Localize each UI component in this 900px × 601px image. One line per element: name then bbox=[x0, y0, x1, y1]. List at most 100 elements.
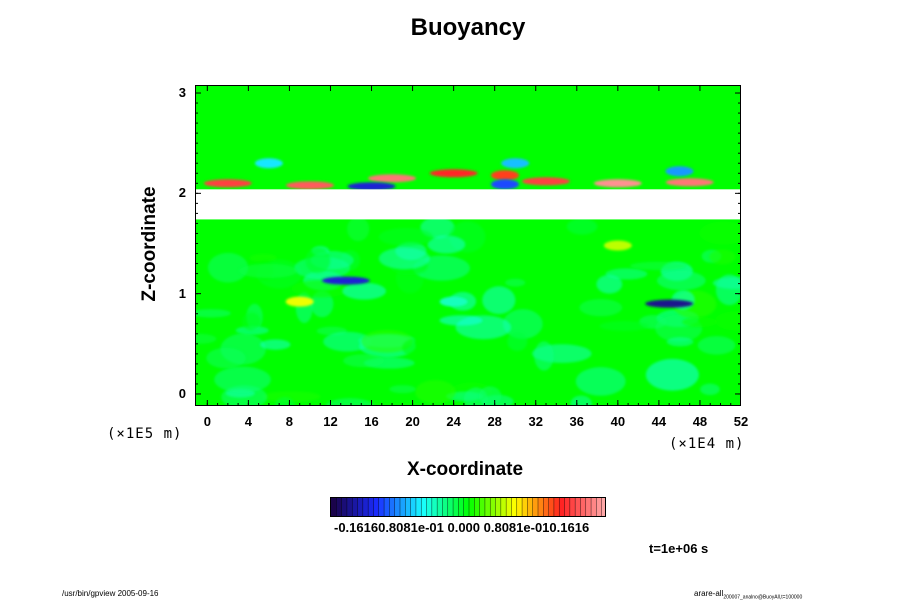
colorbar-cell bbox=[596, 498, 602, 516]
y-tick-label: 2 bbox=[178, 185, 186, 201]
heatmap-plot bbox=[195, 85, 741, 406]
x-tick-label: 28 bbox=[487, 414, 502, 429]
texture-patch bbox=[415, 380, 456, 404]
colorbar-cell bbox=[564, 498, 571, 516]
colorbar-cell bbox=[400, 498, 406, 516]
colorbar-cell bbox=[575, 498, 581, 516]
x-tick-label: 4 bbox=[244, 414, 252, 429]
colorbar-cell bbox=[591, 498, 597, 516]
colorbar-cell bbox=[495, 498, 502, 516]
colorbar-cell bbox=[415, 498, 422, 516]
buoyancy-feature bbox=[368, 174, 417, 183]
buoyancy-feature bbox=[522, 177, 570, 186]
buoyancy-features bbox=[203, 158, 714, 308]
buoyancy-feature bbox=[203, 179, 252, 188]
colorbar-cell bbox=[362, 498, 369, 516]
texture-patch bbox=[378, 227, 433, 246]
texture-patch bbox=[291, 280, 350, 298]
colorbar-cell bbox=[559, 498, 565, 516]
texture-patch bbox=[439, 315, 483, 326]
x-unit-label: (×1E4 m) bbox=[669, 436, 745, 452]
texture-patch bbox=[715, 274, 741, 306]
y-tick-label: 3 bbox=[178, 85, 186, 101]
buoyancy-feature bbox=[429, 169, 478, 178]
texture-patch bbox=[682, 317, 718, 328]
missing-data-band bbox=[195, 189, 741, 220]
texture-patch bbox=[697, 336, 736, 355]
texture-patch bbox=[389, 385, 416, 394]
colorbar-cell bbox=[447, 498, 454, 516]
buoyancy-feature bbox=[285, 296, 314, 307]
colorbar-cell bbox=[410, 498, 417, 516]
footer-file: arare-all200007_analno@BuoyAll,t=100000 bbox=[694, 589, 803, 601]
x-tick-label: 24 bbox=[446, 414, 461, 429]
colorbar-cell bbox=[357, 498, 364, 516]
x-tick-label: 52 bbox=[733, 414, 749, 429]
colorbar-cell bbox=[569, 498, 576, 516]
footer-command: /usr/bin/gpview 2005-09-16 bbox=[62, 589, 159, 598]
texture-patch bbox=[326, 398, 374, 406]
texture-patch bbox=[241, 312, 261, 331]
texture-patch bbox=[361, 329, 414, 353]
x-tick-label: 12 bbox=[323, 414, 338, 429]
colorbar-cell bbox=[522, 498, 528, 516]
colorbar-cell bbox=[458, 498, 464, 516]
texture-patch bbox=[261, 391, 321, 403]
buoyancy-feature bbox=[603, 240, 632, 251]
texture-patch bbox=[195, 333, 217, 344]
texture-patch bbox=[700, 383, 720, 396]
buoyancy-feature bbox=[439, 296, 468, 307]
buoyancy-feature bbox=[347, 182, 396, 191]
colorbar-cell bbox=[378, 498, 385, 516]
texture-patch bbox=[575, 367, 626, 396]
colorbar-cell bbox=[421, 498, 427, 516]
texture-patch bbox=[599, 320, 650, 331]
buoyancy-feature bbox=[254, 158, 283, 169]
texture-patch bbox=[579, 299, 623, 317]
colorbar-cell bbox=[479, 498, 486, 516]
texture-patch bbox=[630, 261, 687, 271]
colorbar-cell bbox=[405, 498, 411, 516]
texture-patch bbox=[378, 247, 430, 270]
x-tick-label: 36 bbox=[569, 414, 585, 429]
texture-patch bbox=[645, 358, 699, 391]
colorbar-cell bbox=[352, 498, 358, 516]
colorbar-cell bbox=[431, 498, 438, 516]
colorbar-cell bbox=[580, 498, 587, 516]
plot-frame bbox=[195, 85, 741, 406]
texture-patch bbox=[699, 221, 741, 245]
colorbar-cell bbox=[341, 498, 348, 516]
chart-title: Buoyancy bbox=[410, 14, 526, 41]
buoyancy-feature bbox=[490, 170, 519, 181]
texture-patch bbox=[605, 268, 648, 280]
colorbar-cell bbox=[469, 498, 475, 516]
texture-patch bbox=[214, 366, 271, 393]
y-tick-label: 0 bbox=[178, 385, 186, 401]
x-tick-label: 48 bbox=[692, 414, 708, 429]
colorbar-cell bbox=[394, 498, 401, 516]
texture-patch bbox=[714, 311, 741, 331]
buoyancy-feature bbox=[321, 276, 370, 285]
colorbar-cell bbox=[484, 498, 491, 516]
texture-patch bbox=[534, 341, 554, 371]
x-tick-label: 0 bbox=[203, 414, 211, 429]
colorbar-cell bbox=[346, 498, 353, 516]
colorbar-cell bbox=[506, 498, 512, 516]
texture-patch bbox=[195, 309, 231, 318]
buoyancy-feature bbox=[665, 166, 694, 177]
texture-patch bbox=[657, 271, 706, 291]
texture-patch bbox=[238, 263, 298, 279]
texture-patch bbox=[482, 286, 516, 315]
x-tick-label: 8 bbox=[285, 414, 294, 429]
colorbar-cell bbox=[453, 498, 459, 516]
texture-patch bbox=[566, 218, 598, 235]
colorbar-cell bbox=[368, 498, 374, 516]
axis-ticks bbox=[195, 85, 741, 406]
texture-patch bbox=[507, 332, 528, 351]
colorbar-cell bbox=[548, 498, 555, 516]
colorbar-cell bbox=[500, 498, 507, 516]
texture-patch bbox=[207, 252, 249, 283]
x-tick-label: 16 bbox=[364, 414, 379, 429]
colorbar-cell bbox=[389, 498, 395, 516]
colorbar-cell bbox=[585, 498, 592, 516]
